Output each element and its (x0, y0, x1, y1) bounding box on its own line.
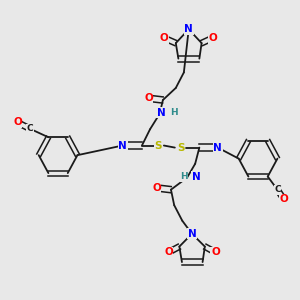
Text: C: C (26, 124, 33, 133)
Text: O: O (164, 248, 173, 257)
Text: C: C (274, 185, 281, 194)
Text: O: O (208, 33, 217, 43)
Text: O: O (211, 248, 220, 257)
Text: O: O (160, 33, 168, 43)
Text: O: O (152, 183, 161, 193)
Text: N: N (157, 108, 166, 118)
Text: N: N (184, 24, 193, 34)
Text: H: H (170, 108, 178, 117)
Text: S: S (154, 140, 162, 151)
Text: H: H (180, 172, 188, 181)
Text: S: S (177, 142, 184, 153)
Text: N: N (192, 172, 200, 182)
Text: N: N (213, 142, 222, 153)
Text: O: O (144, 93, 153, 103)
Text: N: N (118, 140, 127, 151)
Text: O: O (13, 117, 22, 128)
Text: O: O (280, 194, 288, 204)
Text: N: N (188, 229, 196, 239)
